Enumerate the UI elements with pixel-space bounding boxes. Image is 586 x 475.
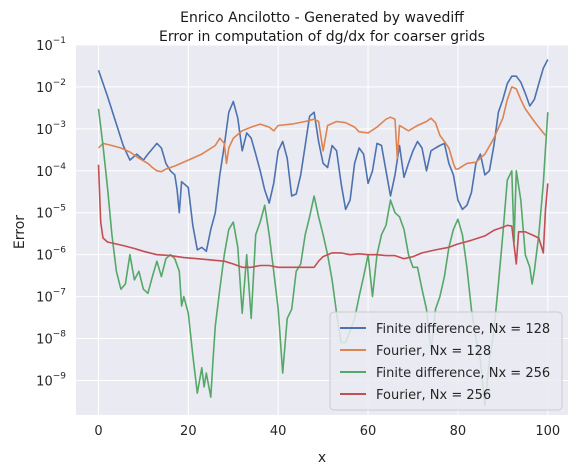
y-tick-label: 10−7 xyxy=(36,288,66,306)
y-tick-label: 10−1 xyxy=(36,36,66,54)
chart-title: Enrico Ancilotto - Generated by wavediff… xyxy=(159,10,485,45)
legend-label: Fourier, Nx = 256 xyxy=(376,388,491,403)
x-tick-label: 80 xyxy=(450,424,467,439)
legend-box xyxy=(329,311,563,411)
legend-label: Finite difference, Nx = 256 xyxy=(376,366,550,381)
y-tick-label: 10−5 xyxy=(36,204,66,222)
x-axis-label: x xyxy=(318,450,326,466)
y-tick-label: 10−2 xyxy=(36,78,66,96)
x-tick-label: 40 xyxy=(270,424,287,439)
y-tick-label: 10−6 xyxy=(36,246,66,264)
chart-title-line-1: Enrico Ancilotto - Generated by wavediff xyxy=(180,10,464,26)
series-line-2 xyxy=(97,86,547,173)
y-tick-label: 10−8 xyxy=(36,330,66,348)
series-line-1 xyxy=(97,59,549,253)
x-tick-label: 100 xyxy=(535,424,560,439)
y-tick-label: 10−9 xyxy=(36,371,66,389)
x-axis-ticks: 0 20 40 60 80 100 xyxy=(94,424,560,439)
x-tick-label: 20 xyxy=(180,424,197,439)
series-line-4 xyxy=(97,164,549,269)
y-axis-ticks: 10−9 10−8 10−7 10−6 10−5 10−4 10−3 10−2 10−1 xyxy=(36,36,66,389)
y-tick-label: 10−4 xyxy=(36,162,66,180)
y-axis-label: Error xyxy=(12,215,28,249)
legend: Finite difference, Nx = 128 Fourier, Nx =… xyxy=(329,311,563,411)
legend-label: Finite difference, Nx = 128 xyxy=(376,322,550,337)
grid-lines xyxy=(76,44,568,415)
y-tick-label: 10−3 xyxy=(36,120,66,138)
legend-label: Fourier, Nx = 128 xyxy=(376,344,491,359)
x-tick-label: 60 xyxy=(360,424,377,439)
chart-title-line-2: Error in computation of dg/dx for coarse… xyxy=(159,29,485,45)
x-tick-label: 0 xyxy=(94,424,102,439)
